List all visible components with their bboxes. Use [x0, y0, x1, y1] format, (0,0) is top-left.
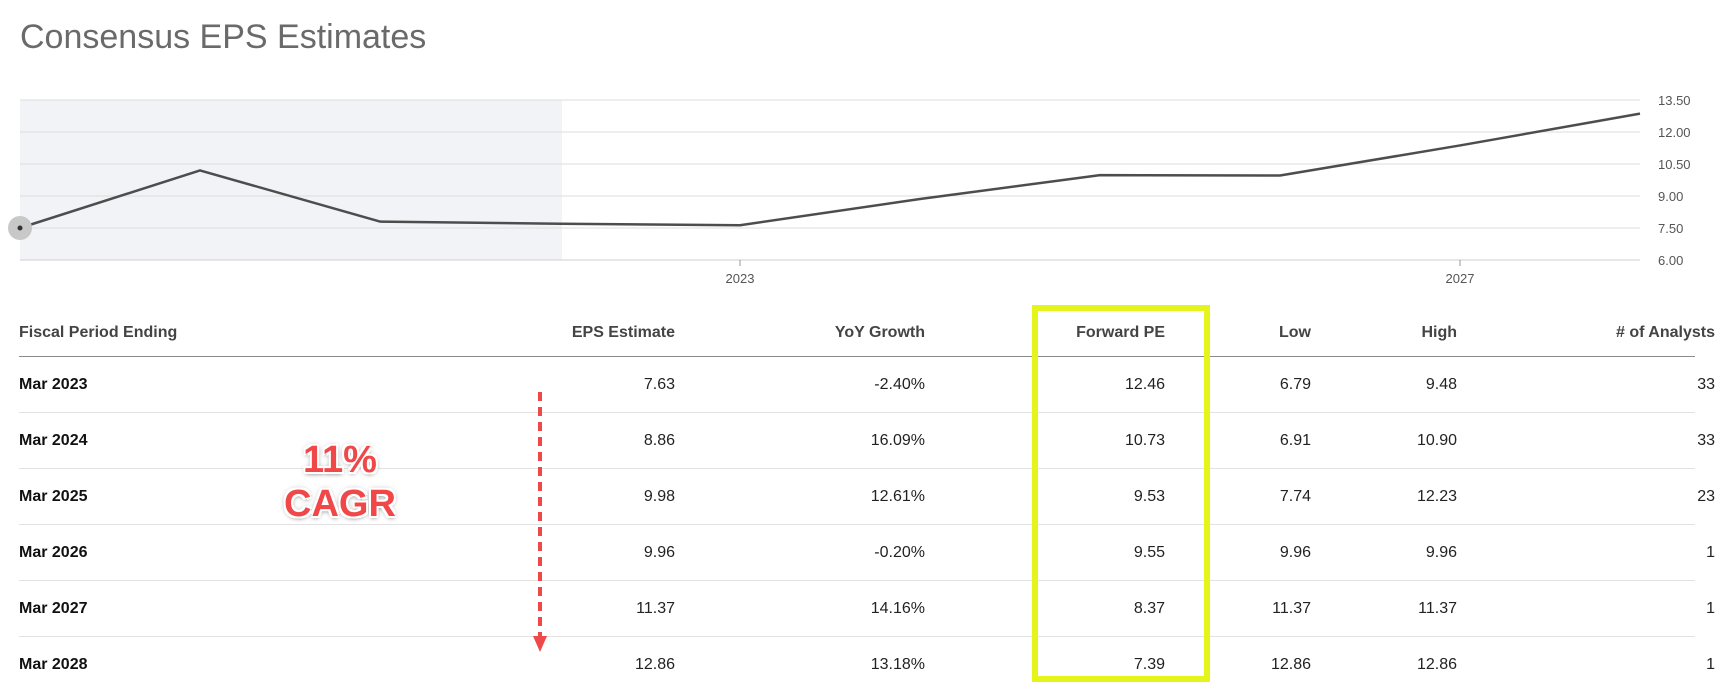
x-tick-label: 2023: [726, 271, 755, 286]
cagr-annotation: 11% CAGR: [280, 438, 400, 526]
forward-pe-highlight-box: [1032, 305, 1210, 682]
cell-analysts: 1: [1457, 525, 1715, 580]
header-fiscal-period[interactable]: Fiscal Period Ending: [19, 310, 319, 356]
cell-period: Mar 2023: [19, 357, 319, 412]
range-handle-dot: [18, 226, 23, 231]
cell-yoy: 12.61%: [675, 469, 925, 524]
cell-yoy: 16.09%: [675, 413, 925, 468]
cell-high: 12.23: [1311, 469, 1457, 524]
table-header: Fiscal Period Ending EPS Estimate YoY Gr…: [19, 310, 1695, 357]
cell-high: 9.48: [1311, 357, 1457, 412]
header-high[interactable]: High: [1311, 310, 1457, 356]
cell-period: Mar 2026: [19, 525, 319, 580]
cagr-annotation-value: 11%: [280, 438, 400, 482]
x-tick-label: 2027: [1446, 271, 1475, 286]
cell-analysts: 33: [1457, 413, 1715, 468]
header-eps-estimate[interactable]: EPS Estimate: [399, 310, 675, 356]
table-row: Mar 2025 9.98 12.61% 9.53 7.74 12.23 23: [19, 469, 1695, 525]
table-row: Mar 2023 7.63 -2.40% 12.46 6.79 9.48 33: [19, 357, 1695, 413]
downward-dashed-arrow-icon: [533, 392, 547, 654]
eps-estimates-table: Fiscal Period Ending EPS Estimate YoY Gr…: [19, 310, 1695, 692]
page-title: Consensus EPS Estimates: [20, 18, 426, 57]
y-tick-label: 9.00: [1658, 189, 1683, 204]
eps-line-chart: 13.50 12.00 10.50 9.00 7.50 6.00 2023 2027: [0, 80, 1720, 290]
cell-high: 9.96: [1311, 525, 1457, 580]
cell-yoy: -2.40%: [675, 357, 925, 412]
header-analysts[interactable]: # of Analysts: [1457, 310, 1715, 356]
cell-period: Mar 2024: [19, 413, 319, 468]
cell-high: 11.37: [1311, 581, 1457, 636]
cell-analysts: 1: [1457, 581, 1715, 636]
cell-period: Mar 2025: [19, 469, 319, 524]
cell-period: Mar 2027: [19, 581, 319, 636]
y-tick-label: 6.00: [1658, 253, 1683, 268]
y-tick-label: 10.50: [1658, 157, 1691, 172]
cell-high: 10.90: [1311, 413, 1457, 468]
cell-yoy: 14.16%: [675, 581, 925, 636]
y-tick-label: 7.50: [1658, 221, 1683, 236]
table-row: Mar 2024 8.86 16.09% 10.73 6.91 10.90 33: [19, 413, 1695, 469]
cell-analysts: 23: [1457, 469, 1715, 524]
table-row: Mar 2027 11.37 14.16% 8.37 11.37 11.37 1: [19, 581, 1695, 637]
historical-shading: [20, 100, 562, 260]
cagr-annotation-label: CAGR: [280, 482, 400, 526]
cell-analysts: 33: [1457, 357, 1715, 412]
header-yoy-growth[interactable]: YoY Growth: [675, 310, 925, 356]
y-tick-label: 13.50: [1658, 93, 1691, 108]
table-row: Mar 2026 9.96 -0.20% 9.55 9.96 9.96 1: [19, 525, 1695, 581]
y-tick-label: 12.00: [1658, 125, 1691, 140]
cell-yoy: -0.20%: [675, 525, 925, 580]
